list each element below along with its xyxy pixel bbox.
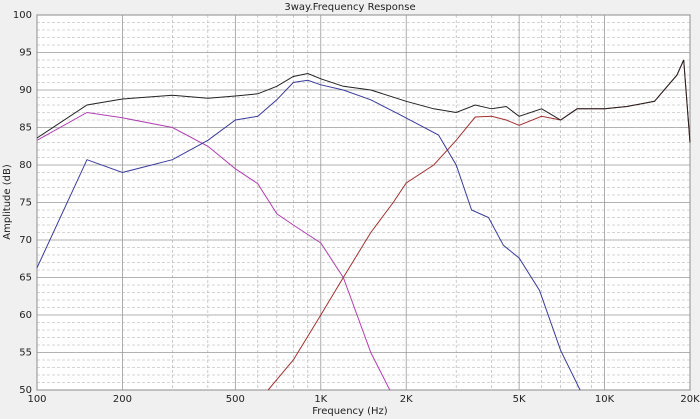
chart-title: 3way.Frequency Response	[284, 2, 415, 13]
x-tick-label: 200	[113, 394, 132, 405]
x-tick-label: 10K	[595, 394, 615, 405]
y-tick-label: 50	[19, 385, 32, 396]
x-tick-label: 100	[27, 394, 46, 405]
y-tick-label: 85	[19, 123, 32, 134]
x-axis-label: Frequency (Hz)	[312, 406, 388, 417]
y-tick-label: 65	[19, 273, 32, 284]
x-tick-label: 5K	[513, 394, 526, 405]
series-line	[36, 79, 581, 391]
y-tick-label: 55	[19, 348, 32, 359]
series-line	[36, 59, 691, 143]
y-tick-label: 70	[19, 235, 32, 246]
y-tick-label: 95	[19, 48, 32, 59]
y-tick-label: 75	[19, 198, 32, 209]
y-tick-label: 100	[13, 10, 32, 21]
x-tick-label: 1K	[314, 394, 327, 405]
y-tick-label: 60	[19, 310, 32, 321]
x-tick-label: 2K	[400, 394, 413, 405]
x-tick-label: 20K	[680, 394, 700, 405]
x-tick-label: 500	[226, 394, 245, 405]
y-tick-label: 90	[19, 85, 32, 96]
y-tick-label: 80	[19, 160, 32, 171]
y-axis-label: Amplitude (dB)	[2, 164, 13, 240]
